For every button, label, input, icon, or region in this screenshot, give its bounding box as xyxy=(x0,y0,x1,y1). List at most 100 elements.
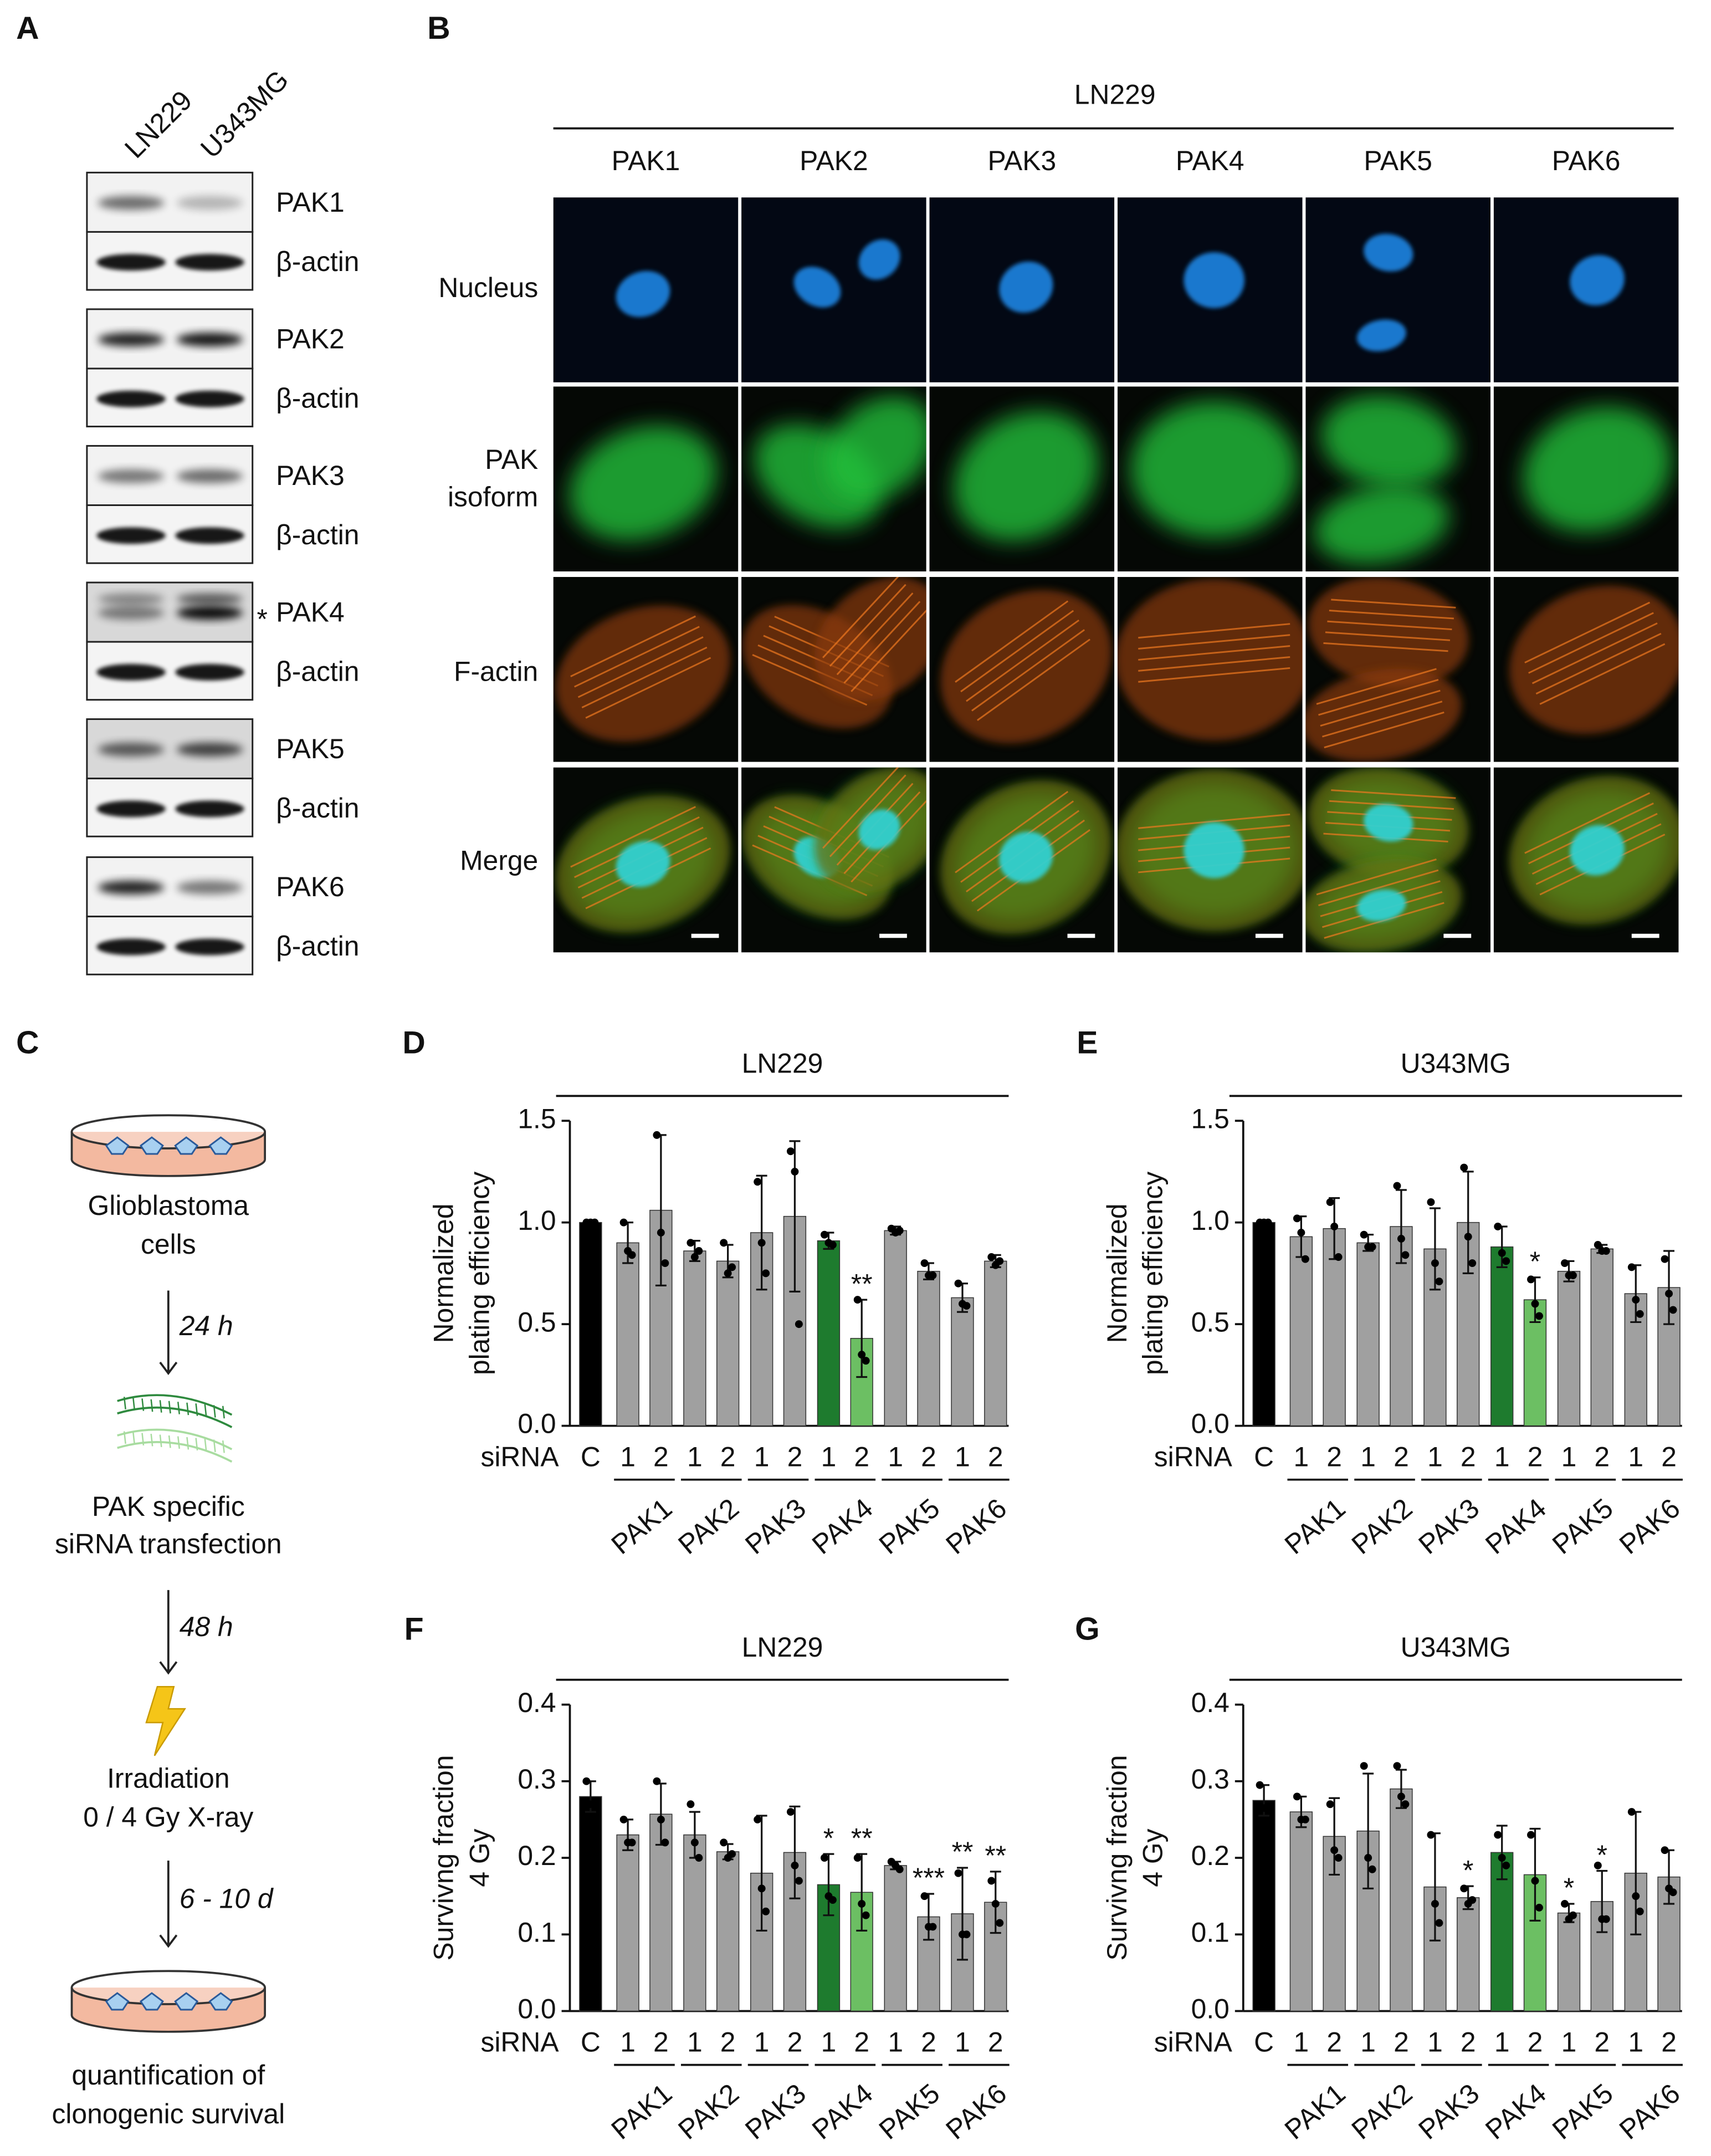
x-tick-label: 1 xyxy=(1628,1441,1643,1472)
data-point xyxy=(754,1178,762,1186)
data-point xyxy=(991,1899,1000,1908)
data-point xyxy=(762,1907,770,1915)
band xyxy=(98,333,165,347)
x-tick-label: C xyxy=(581,2026,601,2057)
x-tick-label: 1 xyxy=(754,1441,770,1472)
row-label: isoform xyxy=(448,481,538,512)
y-axis-label: Normalized xyxy=(1102,1203,1133,1343)
data-point xyxy=(1636,1907,1644,1915)
data-point xyxy=(858,1899,866,1908)
x-tick-label: 2 xyxy=(787,1441,803,1472)
time-label: 48 h xyxy=(180,1611,233,1642)
micrograph xyxy=(741,197,926,382)
band xyxy=(96,527,166,544)
blot-label: PAK5 xyxy=(276,733,345,764)
sirna xyxy=(117,1394,233,1416)
column-label: PAK2 xyxy=(800,145,868,176)
group-label: PAK1 xyxy=(1279,2078,1351,2145)
sirna-rung xyxy=(204,1438,207,1452)
data-point xyxy=(1431,1259,1439,1268)
bar xyxy=(984,1902,1007,2012)
step-label: siRNA transfection xyxy=(55,1528,282,1559)
micrograph xyxy=(1493,386,1679,572)
arrow-head xyxy=(159,1934,178,1948)
actin-fiber xyxy=(1531,622,1658,684)
micrograph xyxy=(1493,197,1679,382)
sirna-rung xyxy=(177,1402,180,1414)
x-tick-label: 2 xyxy=(854,1441,869,1472)
micrograph-bg xyxy=(1305,197,1491,382)
blot-label: β-actin xyxy=(276,246,359,277)
step-label: cells xyxy=(141,1229,196,1260)
row-label: F-actin xyxy=(454,656,538,687)
bar xyxy=(951,1913,974,2012)
x-tick-label: 1 xyxy=(1360,1441,1376,1472)
x-axis-label: siRNA xyxy=(480,2026,559,2057)
micrograph xyxy=(553,767,739,953)
chart-title: U343MG xyxy=(1401,1048,1511,1079)
data-point xyxy=(1594,1861,1602,1869)
y-tick-label: 0.4 xyxy=(1191,1687,1230,1718)
y-tick-label: 1.0 xyxy=(518,1205,556,1236)
y-tick-label: 0.3 xyxy=(518,1764,556,1795)
sirna-rung xyxy=(195,1403,198,1416)
actin-fiber xyxy=(1325,631,1451,641)
panel-label: D xyxy=(402,1025,425,1060)
data-point xyxy=(757,1239,766,1247)
actin-fiber xyxy=(966,619,1080,702)
panel-label: A xyxy=(16,11,39,46)
nucleus xyxy=(1356,319,1406,351)
x-tick-label: 2 xyxy=(1661,1441,1677,1472)
band xyxy=(175,663,244,681)
data-point xyxy=(1468,1259,1477,1268)
cell-icon xyxy=(105,1136,130,1155)
data-point xyxy=(828,1896,837,1904)
x-tick-label: C xyxy=(1254,1441,1274,1472)
actin-fiber xyxy=(1320,689,1441,727)
column-label: PAK1 xyxy=(612,145,680,176)
data-point xyxy=(1368,1865,1376,1873)
data-point xyxy=(828,1241,837,1249)
data-point xyxy=(920,1259,929,1268)
blot-label: PAK1 xyxy=(276,187,345,218)
sirna xyxy=(117,1428,233,1450)
data-point xyxy=(1665,1290,1673,1298)
data-point xyxy=(1460,1163,1468,1172)
data-point xyxy=(1636,1310,1644,1318)
arrow-head xyxy=(159,1361,178,1376)
step-label: Glioblastoma xyxy=(88,1190,249,1221)
actin-fiber xyxy=(829,584,906,667)
panel-label: F xyxy=(404,1612,424,1647)
cell-pak xyxy=(1314,485,1449,564)
y-axis-label: Survivng fraction xyxy=(428,1755,459,1961)
band xyxy=(175,938,244,956)
time-label: 6 - 10 d xyxy=(180,1883,274,1914)
x-axis-label: siRNA xyxy=(1154,1441,1233,1472)
nucleus xyxy=(1364,233,1413,272)
actin-fiber xyxy=(570,615,696,677)
data-point xyxy=(929,1271,937,1280)
band xyxy=(98,880,165,895)
cell-icon xyxy=(174,1992,199,2011)
blot-label: β-actin xyxy=(276,519,359,550)
group-label: PAK3 xyxy=(1412,1493,1485,1560)
data-point xyxy=(1627,1263,1636,1271)
nucleus xyxy=(1356,890,1406,922)
data-point xyxy=(1460,1884,1468,1893)
nucleus xyxy=(999,261,1053,313)
nucleus xyxy=(1184,822,1245,878)
actin-fiber xyxy=(955,600,1069,683)
actin-fiber xyxy=(822,577,899,658)
data-point xyxy=(619,1815,628,1823)
actin-fiber xyxy=(1138,623,1290,639)
group-label: PAK3 xyxy=(739,2078,812,2145)
x-tick-label: 1 xyxy=(1427,1441,1443,1472)
data-point xyxy=(582,1777,591,1785)
actin-fiber xyxy=(1327,620,1452,631)
micrograph xyxy=(1117,386,1303,572)
data-point xyxy=(1498,1249,1506,1257)
data-point xyxy=(1531,1300,1539,1308)
bar xyxy=(1557,1912,1581,2012)
actin-fiber xyxy=(1318,869,1439,906)
